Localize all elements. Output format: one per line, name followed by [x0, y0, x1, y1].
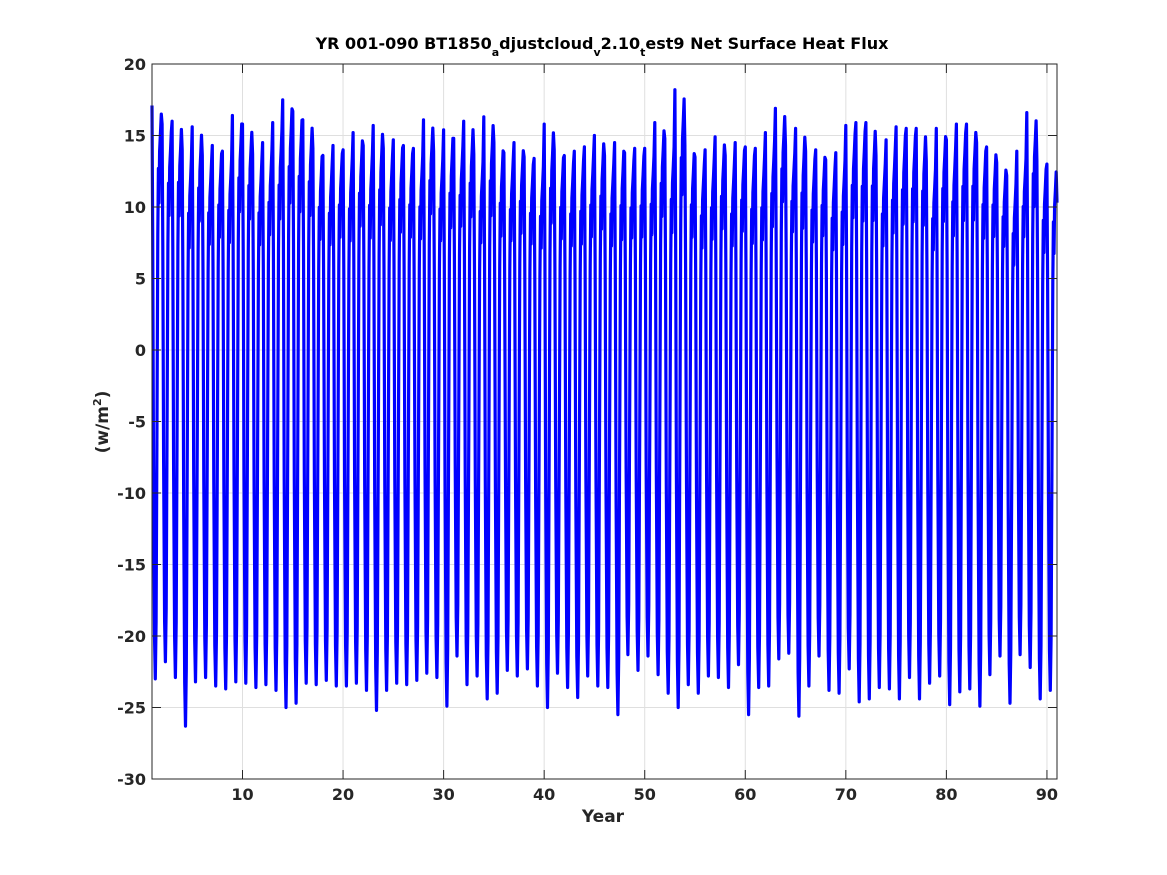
y-tick-label: 10	[124, 198, 146, 217]
x-tick-label: 80	[935, 785, 957, 804]
x-tick-label: 20	[332, 785, 354, 804]
x-tick-label: 90	[1036, 785, 1058, 804]
series-line	[150, 88, 1059, 728]
x-tick-labels: 10 20 30 40 50 60 70 80 90	[231, 785, 1058, 804]
y-tick-label: -20	[117, 627, 146, 646]
y-tick-label: 5	[135, 270, 146, 289]
x-tick-label: 70	[835, 785, 857, 804]
y-tick-label: -10	[117, 484, 146, 503]
y-tick-label: -25	[117, 699, 146, 718]
y-axis-label: (w/m2)	[91, 391, 113, 454]
ticks	[152, 63, 1057, 780]
y-tick-label: -15	[117, 556, 146, 575]
y-tick-labels: -30 -25 -20 -15 -10 -5 0 5 10 15 20	[117, 55, 146, 789]
x-tick-label: 60	[734, 785, 756, 804]
y-tick-label: 20	[124, 55, 146, 74]
plot-area	[150, 88, 1059, 728]
y-tick-label: -5	[128, 413, 146, 432]
x-tick-label: 50	[634, 785, 656, 804]
x-axis-label: Year	[581, 807, 625, 827]
x-tick-label: 10	[231, 785, 253, 804]
y-tick-label: 0	[135, 341, 146, 360]
y-tick-label: 15	[124, 127, 146, 146]
x-tick-label: 30	[432, 785, 454, 804]
x-tick-label: 40	[533, 785, 555, 804]
chart-title: YR 001-090 BT1850adjustcloudv2.10test9 N…	[315, 34, 890, 59]
y-tick-label: -30	[117, 770, 146, 789]
